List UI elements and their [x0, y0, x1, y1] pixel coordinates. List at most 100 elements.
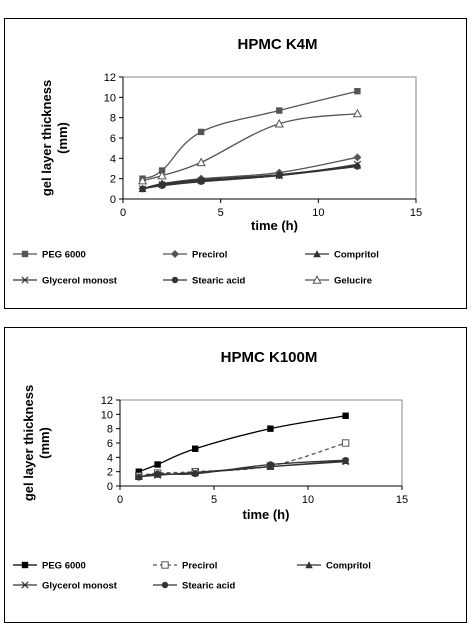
legend-marker-1-3	[21, 276, 29, 284]
chart-title-1: HPMC K4M	[237, 36, 317, 53]
chart-hpmc-k100m: HPMC K100M 0 2 4 6 8 10 12 0 5 10 15 time (h) gel lay…	[13, 349, 408, 592]
y-tick-label-2: 2	[107, 467, 113, 479]
x-tick-label-2: 15	[396, 494, 408, 506]
legend-marker-1-1	[171, 250, 179, 258]
legend-item-2-1: Precirol	[153, 561, 217, 572]
legend-label-1-2: Compritol	[334, 250, 379, 261]
data-point-2-4-2	[192, 470, 199, 478]
y-tick-label-1: 4	[110, 153, 116, 165]
legend-label-1-5: Gelucire	[334, 276, 372, 287]
legend-marker-1-2	[313, 250, 321, 258]
chart-hpmc-k4m: HPMC K4M 0 2 4 6 8 10 12 0 5 10 15 time (h) gel layer…	[13, 36, 422, 287]
data-point-2-1-4	[341, 439, 350, 447]
data-point-2-0-1	[154, 461, 161, 468]
series-2-4	[135, 457, 349, 481]
data-point-1-0-1	[158, 167, 166, 174]
legend-marker-2-2	[305, 561, 313, 569]
data-point-2-0-2	[192, 445, 199, 452]
data-point-1-5-2	[196, 157, 206, 167]
data-point-2-4-1	[154, 470, 161, 478]
legend-marker-2-4	[161, 581, 169, 589]
y-tick-label-2: 8	[107, 424, 113, 436]
x-tick-label-1: 0	[120, 207, 126, 219]
data-point-2-4-4	[342, 457, 349, 464]
plot-area-1	[122, 76, 417, 200]
legend-item-1-4: Stearic acid	[163, 276, 246, 287]
x-tick-label-1: 5	[218, 207, 224, 219]
data-point-1-4-2	[197, 178, 205, 185]
data-point-2-4-3	[267, 461, 274, 468]
series-line-1-0	[142, 90, 358, 180]
series-2-0	[135, 412, 349, 475]
x-tick-label-2: 0	[117, 494, 123, 506]
legend-marker-1-0	[21, 250, 29, 258]
legend-item-1-2: Compritol	[305, 250, 379, 261]
legend-marker-2-3	[21, 581, 29, 589]
legend-label-2-3: Glycerol monost	[42, 581, 118, 592]
legend-item-2-3: Glycerol monost	[13, 581, 118, 592]
data-point-2-4-0	[135, 474, 142, 481]
series-1-2	[138, 161, 362, 193]
chart-title-2: HPMC K100M	[221, 349, 318, 366]
y-tick-label-2: 4	[107, 452, 113, 464]
legend-item-2-2: Compritol	[297, 561, 371, 572]
y-axis-label-2: gel layer thickness(mm)	[21, 385, 52, 501]
chart-panel-hpmc-k100m: HPMC K100M 0 2 4 6 8 10 12 0 5 10 15 time (h) gel lay…	[4, 327, 467, 623]
legend-item-2-0: PEG 6000	[13, 561, 86, 572]
legend-label-1-4: Stearic acid	[192, 276, 246, 287]
x-tick-label-1: 10	[312, 207, 324, 219]
y-tick-label-2: 12	[101, 395, 113, 407]
data-point-2-0-4	[342, 412, 349, 419]
chart-panel-hpmc-k4m: HPMC K4M 0 2 4 6 8 10 12 0 5 10 15 time (h) gel layer…	[4, 18, 467, 309]
y-tick-label-1: 12	[104, 72, 116, 84]
data-point-1-0-2	[197, 128, 205, 136]
series-line-1-4	[142, 165, 358, 190]
data-point-1-5-3	[274, 118, 284, 128]
x-tick-label-1: 15	[410, 207, 422, 219]
data-point-2-0-3	[267, 425, 274, 432]
legend-marker-1-5	[312, 275, 322, 284]
y-tick-label-2: 10	[101, 409, 113, 421]
legend-label-2-4: Stearic acid	[182, 581, 236, 592]
series-line-1-5	[142, 112, 358, 182]
legend-label-1-0: PEG 6000	[42, 250, 86, 261]
legend-marker-2-0	[21, 561, 29, 569]
legend-label-1-3: Glycerol monost	[42, 276, 118, 287]
y-tick-label-2: 6	[107, 438, 113, 450]
data-point-1-4-1	[158, 182, 166, 189]
data-point-1-5-4	[352, 108, 363, 118]
data-point-1-0-3	[276, 107, 283, 114]
data-point-1-4-4	[354, 163, 361, 170]
legend-label-2-1: Precirol	[182, 561, 217, 572]
series-1-4	[139, 163, 361, 193]
legend-item-2-4: Stearic acid	[153, 581, 236, 592]
series-1-5	[137, 108, 363, 185]
legend-label-2-2: Compritol	[326, 561, 371, 572]
data-point-1-4-3	[276, 172, 283, 179]
legend-marker-1-4	[171, 276, 179, 284]
y-tick-label-1: 10	[104, 92, 116, 104]
legend-item-1-5: Gelucire	[305, 275, 372, 287]
legend-label-2-0: PEG 6000	[42, 561, 86, 572]
x-tick-label-2: 10	[302, 494, 314, 506]
series-1-0	[139, 88, 361, 182]
y-tick-label-1: 2	[110, 174, 116, 186]
y-axis-label-1: gel layer thickness(mm)	[39, 80, 70, 196]
y-tick-label-1: 6	[110, 133, 116, 145]
data-point-2-0-0	[135, 468, 142, 475]
legend-item-1-0: PEG 6000	[13, 250, 86, 261]
x-tick-label-2: 5	[211, 494, 217, 506]
legend-marker-2-1	[161, 561, 169, 569]
data-point-1-5-0	[137, 175, 148, 185]
data-point-1-1-4	[353, 153, 362, 162]
legend-label-1-1: Precirol	[192, 250, 227, 261]
data-point-1-4-0	[139, 185, 146, 193]
data-point-1-5-1	[157, 170, 167, 180]
y-tick-label-2: 0	[107, 481, 113, 493]
legend-item-1-3: Glycerol monost	[13, 276, 118, 287]
legend-item-1-1: Precirol	[163, 250, 227, 261]
data-point-1-0-4	[354, 88, 361, 95]
y-tick-label-1: 0	[110, 194, 116, 206]
x-axis-label-1: time (h)	[251, 218, 298, 233]
x-axis-label-2: time (h)	[243, 507, 290, 522]
